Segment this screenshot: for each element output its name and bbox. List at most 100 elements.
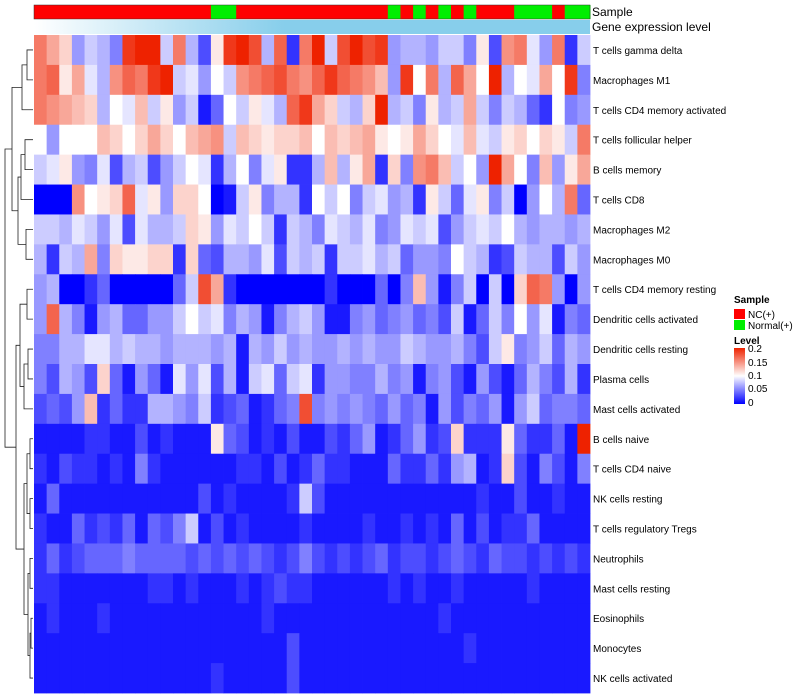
heatmap-cell: [34, 334, 48, 365]
heatmap-cell: [299, 633, 313, 664]
heatmap-cell: [476, 35, 490, 66]
heatmap-cell: [147, 633, 161, 664]
row-dendrogram: [4, 49, 33, 679]
heatmap-cell: [236, 214, 250, 245]
heatmap-cell: [97, 184, 111, 215]
heatmap-cell: [488, 453, 502, 485]
heatmap-cell: [387, 35, 401, 66]
sample-track-cell: [438, 5, 452, 19]
heatmap-cell: [236, 124, 250, 156]
heatmap-cell: [539, 244, 553, 275]
heatmap-cell: [122, 393, 136, 425]
heatmap-cell: [185, 663, 199, 694]
heatmap-cell: [400, 513, 414, 544]
heatmap-cell: [147, 573, 161, 604]
heatmap-cell: [34, 244, 48, 275]
row-label: T cells CD4 memory resting: [593, 285, 716, 296]
heatmap-cell: [438, 573, 452, 604]
heatmap-cell: [337, 633, 351, 664]
heatmap-cell: [135, 513, 149, 544]
heatmap-cell: [135, 393, 149, 425]
heatmap-cell: [223, 453, 237, 485]
heatmap-cell: [185, 274, 199, 305]
heatmap-cell: [425, 603, 439, 634]
heatmap-cell: [160, 244, 174, 275]
heatmap-cell: [387, 573, 401, 604]
heatmap-cell: [122, 453, 136, 485]
heatmap-cell: [375, 543, 389, 574]
heatmap-cell: [375, 483, 389, 514]
sample-track-cell: [274, 5, 288, 19]
heatmap-cell: [97, 543, 111, 574]
heatmap-cell: [552, 633, 566, 664]
heatmap-cell: [236, 64, 250, 96]
sample-track-cell: [46, 5, 60, 19]
heatmap-cell: [312, 124, 326, 156]
heatmap-cell: [261, 184, 275, 215]
heatmap-cell: [286, 603, 300, 634]
sample-track-cell: [337, 5, 351, 19]
heatmap-cell: [122, 124, 136, 156]
heatmap-cell: [46, 124, 60, 156]
row-label: T cells gamma delta: [593, 46, 683, 57]
heatmap-cell: [312, 543, 326, 574]
heatmap-cell: [122, 633, 136, 664]
heatmap-cell: [488, 124, 502, 156]
heatmap-cell: [564, 663, 578, 694]
heatmap-cell: [488, 35, 502, 66]
heatmap-cell: [362, 154, 376, 185]
heatmap-cell: [387, 364, 401, 395]
sample-annotation-track: [33, 4, 591, 20]
heatmap-cell: [248, 573, 262, 604]
heatmap-cell: [160, 453, 174, 485]
sample-track-cell: [324, 5, 338, 19]
heatmap-cell: [97, 663, 111, 694]
heatmap-cell: [248, 543, 262, 574]
dendrogram-branch: [27, 348, 33, 380]
row-label: T cells follicular helper: [593, 136, 692, 147]
heatmap-cell: [425, 543, 439, 574]
heatmap-cell: [577, 453, 591, 485]
heatmap-cell: [488, 94, 502, 126]
heatmap-cell: [198, 64, 212, 96]
heatmap-cell: [476, 154, 490, 185]
heatmap-cell: [286, 334, 300, 365]
heatmap-cell: [46, 214, 60, 245]
heatmap-cell: [135, 244, 149, 275]
heatmap-cell: [564, 214, 578, 245]
heatmap-cell: [425, 154, 439, 185]
heatmap-cell: [71, 274, 85, 305]
heatmap-cell: [248, 453, 262, 485]
heatmap-cell: [375, 663, 389, 694]
heatmap-cell: [59, 663, 73, 694]
heatmap-cell: [526, 244, 540, 275]
heatmap-cell: [198, 244, 212, 275]
heatmap-cell: [451, 184, 465, 215]
heatmap-cell: [438, 184, 452, 215]
heatmap-cell: [299, 483, 313, 514]
heatmap-cell: [109, 453, 123, 485]
heatmap-cell: [552, 603, 566, 634]
sample-track-cell: [135, 5, 149, 19]
sample-track-border: [33, 4, 591, 20]
row-label: Macrophages M0: [593, 255, 671, 266]
heatmap-cell: [539, 453, 553, 485]
heatmap-cell: [97, 274, 111, 305]
row-label: T cells CD4 naive: [593, 465, 672, 476]
heatmap-cell: [198, 543, 212, 574]
heatmap-cell: [514, 94, 528, 126]
heatmap-cell: [463, 334, 477, 365]
heatmap-cell: [337, 393, 351, 425]
heatmap-cell: [312, 633, 326, 664]
heatmap-cell: [425, 334, 439, 365]
heatmap-cell: [97, 364, 111, 395]
heatmap-cell: [463, 393, 477, 425]
heatmap-cell: [261, 513, 275, 544]
heatmap-cell: [210, 513, 224, 544]
heatmap-cell: [160, 154, 174, 185]
heatmap-cell: [463, 453, 477, 485]
sample-track-cell: [514, 5, 528, 19]
heatmap-cell: [564, 35, 578, 66]
heatmap-cell: [463, 274, 477, 305]
heatmap-cell: [147, 94, 161, 126]
